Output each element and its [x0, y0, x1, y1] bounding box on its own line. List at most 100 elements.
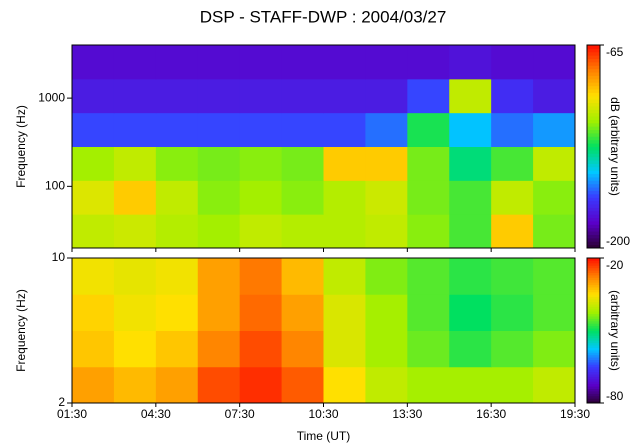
heatmap-cell: [449, 214, 492, 249]
x-tick-label: 10:30: [308, 407, 338, 421]
heatmap-cell: [533, 146, 576, 181]
heatmap-cell: [491, 330, 534, 368]
heatmap-cell: [449, 330, 492, 368]
heatmap-cell: [239, 45, 283, 80]
heatmap-cell: [449, 294, 492, 331]
colorbar-step: [587, 139, 600, 144]
colorbar-step: [587, 289, 600, 293]
heatmap-cell: [365, 78, 408, 114]
colorbar-step: [587, 267, 600, 271]
colorbar-step: [587, 349, 600, 353]
heatmap-cell: [491, 112, 534, 147]
heatmap-cell: [281, 112, 324, 147]
colorbar-step: [587, 61, 600, 66]
heatmap-cell: [281, 294, 324, 331]
heatmap-cell: [533, 112, 576, 147]
heatmap-cell: [365, 330, 408, 368]
y-tick-label: 100: [45, 179, 65, 193]
heatmap-cell: [239, 180, 283, 215]
colorbar-step: [587, 82, 600, 87]
heatmap-cell: [365, 366, 408, 404]
colorbar-step: [587, 291, 600, 295]
colorbar-step: [587, 153, 600, 158]
heatmap-cell: [365, 146, 408, 181]
colorbar-step: [587, 204, 600, 208]
colorbar-step: [587, 318, 600, 322]
heatmap-cell: [491, 45, 534, 80]
x-tick-label: 19:30: [560, 407, 590, 421]
heatmap-cell: [323, 78, 366, 114]
colorbar-step: [587, 330, 600, 334]
colorbar-step: [587, 395, 600, 399]
heatmap-cell: [281, 214, 324, 249]
colorbar-step: [587, 227, 600, 232]
colorbar-step: [587, 102, 600, 107]
colorbar-tick-label: -20: [606, 258, 624, 272]
heatmap-cell: [323, 146, 366, 181]
colorbar-step: [587, 376, 600, 380]
colorbar-step: [587, 193, 600, 198]
heatmap-cell: [155, 294, 199, 331]
colorbar-step: [587, 369, 600, 373]
heatmap-cell: [155, 78, 199, 114]
colorbar-step: [587, 129, 600, 134]
x-axis-label: Time (UT): [297, 429, 351, 443]
colorbar-step: [587, 176, 600, 181]
colorbar-label: dB (arbitrary units): [608, 97, 622, 196]
heatmap-cell: [155, 214, 199, 249]
colorbar-tick-label: -80: [606, 389, 624, 403]
heatmap-cell: [281, 330, 324, 368]
heatmap-cell: [281, 366, 324, 404]
heatmap-cell: [533, 366, 576, 404]
colorbar-step: [587, 383, 600, 387]
colorbar-frame: [586, 257, 601, 404]
heatmap-cell: [323, 330, 366, 368]
colorbar-step: [587, 352, 600, 356]
colorbar-step: [587, 68, 600, 73]
heatmap-cell: [72, 112, 115, 147]
colorbar-step: [587, 388, 600, 392]
colorbar-step: [587, 210, 600, 215]
heatmap-cell: [449, 112, 492, 147]
heatmap-cell: [407, 112, 450, 147]
heatmap-cell: [197, 366, 241, 404]
heatmap-cell: [155, 146, 199, 181]
heatmap-cell: [72, 258, 115, 295]
heatmap-cell: [365, 112, 408, 147]
colorbar-step: [587, 364, 600, 368]
heatmap-cell: [197, 146, 241, 181]
colorbar-step: [587, 296, 600, 300]
colorbar-step: [587, 112, 600, 117]
heatmap-cell: [72, 214, 115, 249]
heatmap-cell: [323, 366, 366, 404]
heatmap-cell: [449, 366, 492, 404]
heatmap-cell: [365, 180, 408, 215]
colorbar-step: [587, 190, 600, 195]
colorbar-step: [587, 197, 600, 202]
heatmap-cell: [113, 214, 157, 249]
colorbar-step: [587, 393, 600, 397]
heatmap-cell: [155, 112, 199, 147]
colorbar-step: [587, 214, 600, 219]
colorbar-step: [587, 88, 600, 93]
colorbar-step: [587, 340, 600, 344]
colorbar-step: [587, 359, 600, 363]
colorbar-step: [587, 366, 600, 370]
x-tick-label: 07:30: [225, 407, 255, 421]
colorbar-step: [587, 308, 600, 312]
heatmap-cell: [365, 258, 408, 295]
colorbar-frame: [586, 44, 601, 249]
colorbar-step: [587, 316, 600, 319]
y-axis-label: Frequency (Hz): [14, 289, 28, 372]
colorbar-step: [587, 126, 600, 131]
heatmap-cell: [197, 112, 241, 147]
heatmap-cell: [533, 180, 576, 215]
heatmap-cell: [197, 294, 241, 331]
colorbar-step: [587, 163, 600, 168]
colorbar-step: [587, 328, 600, 331]
heatmap-cell: [113, 258, 157, 295]
heatmap-cell: [491, 78, 534, 114]
heatmap-cell: [449, 258, 492, 295]
colorbar-step: [587, 265, 600, 269]
